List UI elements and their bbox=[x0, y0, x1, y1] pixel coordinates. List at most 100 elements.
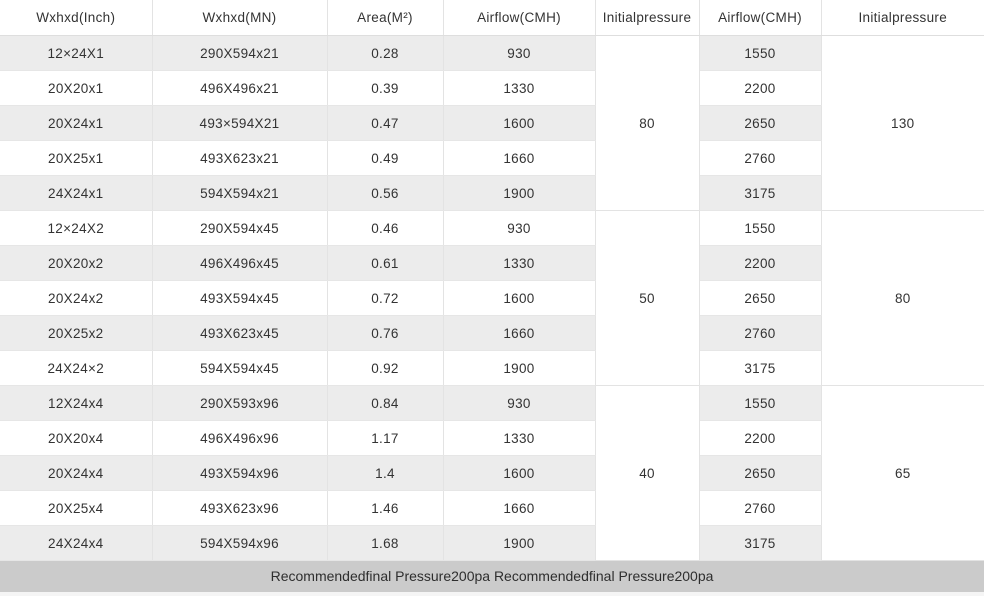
col-header-size-inch: Wxhxd(Inch) bbox=[0, 0, 153, 36]
cell-size-inch: 20X20x2 bbox=[0, 245, 153, 281]
cell-airflow-2: 3175 bbox=[699, 175, 822, 211]
cell-initial-pressure-2: 80 bbox=[821, 210, 984, 386]
table-row: 20X20x2 496X496x45 0.61 1330 2200 bbox=[0, 245, 984, 281]
cell-area: 0.47 bbox=[327, 105, 444, 141]
col-header-airflow-1: Airflow(CMH) bbox=[443, 0, 596, 36]
cell-area: 0.39 bbox=[327, 70, 444, 106]
cell-initial-pressure-1: 80 bbox=[595, 35, 700, 211]
cell-size-inch: 12X24x4 bbox=[0, 385, 153, 421]
cell-airflow-2: 2760 bbox=[699, 315, 822, 351]
cell-area: 1.17 bbox=[327, 420, 444, 456]
table-header: Wxhxd(Inch) Wxhxd(MN) Area(M²) Airflow(C… bbox=[0, 0, 984, 36]
cell-area: 0.76 bbox=[327, 315, 444, 351]
cell-size-mm: 496X496x96 bbox=[152, 420, 328, 456]
table-row: 12×24X1 290X594x21 0.28 930 80 1550 130 bbox=[0, 35, 984, 211]
cell-airflow-1: 1660 bbox=[443, 490, 596, 526]
cell-airflow-2: 1550 bbox=[699, 35, 822, 71]
cell-airflow-1: 1660 bbox=[443, 140, 596, 176]
table-footer-note: Recommendedfinal Pressure200pa Recommend… bbox=[0, 561, 984, 592]
cell-size-inch: 20X24x2 bbox=[0, 280, 153, 316]
cell-area: 1.68 bbox=[327, 525, 444, 561]
col-header-area: Area(M²) bbox=[327, 0, 444, 36]
cell-airflow-2: 2200 bbox=[699, 70, 822, 106]
bottom-strip bbox=[0, 592, 984, 596]
cell-airflow-1: 1600 bbox=[443, 105, 596, 141]
cell-area: 0.92 bbox=[327, 350, 444, 386]
cell-airflow-2: 2650 bbox=[699, 455, 822, 491]
col-header-size-mm: Wxhxd(MN) bbox=[152, 0, 328, 36]
cell-size-mm: 594X594x96 bbox=[152, 525, 328, 561]
col-header-airflow-2: Airflow(CMH) bbox=[699, 0, 822, 36]
table-row: 24X24x4 594X594x96 1.68 1900 3175 bbox=[0, 525, 984, 561]
cell-size-inch: 12×24X1 bbox=[0, 35, 153, 71]
table-row: 20X24x2 493X594x45 0.72 1600 2650 bbox=[0, 280, 984, 316]
col-header-initial-pressure-2: Initialpressure bbox=[821, 0, 984, 36]
table-row: 20X24x1 493×594X21 0.47 1600 2650 bbox=[0, 105, 984, 141]
table-row: 20X20x1 496X496x21 0.39 1330 2200 bbox=[0, 70, 984, 106]
cell-size-inch: 20X24x1 bbox=[0, 105, 153, 141]
cell-size-mm: 496X496x45 bbox=[152, 245, 328, 281]
cell-size-mm: 290X594x45 bbox=[152, 210, 328, 246]
cell-size-mm: 290X594x21 bbox=[152, 35, 328, 71]
cell-size-inch: 24X24×2 bbox=[0, 350, 153, 386]
cell-area: 0.84 bbox=[327, 385, 444, 421]
table-row: 20X25x1 493X623x21 0.49 1660 2760 bbox=[0, 140, 984, 176]
table-row: 12X24x4 290X593x96 0.84 930 40 1550 65 bbox=[0, 385, 984, 561]
cell-airflow-1: 1900 bbox=[443, 525, 596, 561]
cell-size-inch: 24X24x4 bbox=[0, 525, 153, 561]
cell-size-mm: 493×594X21 bbox=[152, 105, 328, 141]
cell-airflow-1: 1900 bbox=[443, 350, 596, 386]
cell-airflow-1: 930 bbox=[443, 35, 596, 71]
cell-area: 1.4 bbox=[327, 455, 444, 491]
cell-airflow-1: 1660 bbox=[443, 315, 596, 351]
cell-airflow-1: 930 bbox=[443, 385, 596, 421]
cell-size-inch: 20X20x4 bbox=[0, 420, 153, 456]
table-row: 20X25x4 493X623x96 1.46 1660 2760 bbox=[0, 490, 984, 526]
header-row: Wxhxd(Inch) Wxhxd(MN) Area(M²) Airflow(C… bbox=[0, 0, 984, 36]
cell-size-mm: 493X623x21 bbox=[152, 140, 328, 176]
cell-size-mm: 493X594x96 bbox=[152, 455, 328, 491]
table-row: 24X24×2 594X594x45 0.92 1900 3175 bbox=[0, 350, 984, 386]
cell-area: 1.46 bbox=[327, 490, 444, 526]
cell-airflow-1: 1600 bbox=[443, 455, 596, 491]
cell-airflow-1: 1330 bbox=[443, 245, 596, 281]
cell-airflow-1: 1330 bbox=[443, 420, 596, 456]
cell-airflow-1: 930 bbox=[443, 210, 596, 246]
cell-size-mm: 594X594x21 bbox=[152, 175, 328, 211]
cell-airflow-2: 2650 bbox=[699, 280, 822, 316]
cell-size-inch: 20X20x1 bbox=[0, 70, 153, 106]
table-row: 20X24x4 493X594x96 1.4 1600 2650 bbox=[0, 455, 984, 491]
cell-airflow-1: 1600 bbox=[443, 280, 596, 316]
cell-initial-pressure-1: 40 bbox=[595, 385, 700, 561]
cell-size-inch: 20X25x4 bbox=[0, 490, 153, 526]
cell-airflow-2: 2200 bbox=[699, 420, 822, 456]
cell-initial-pressure-2: 65 bbox=[821, 385, 984, 561]
cell-airflow-2: 1550 bbox=[699, 385, 822, 421]
cell-size-mm: 594X594x45 bbox=[152, 350, 328, 386]
cell-airflow-2: 3175 bbox=[699, 525, 822, 561]
table-row: 12×24X2 290X594x45 0.46 930 50 1550 80 bbox=[0, 210, 984, 386]
cell-airflow-2: 2760 bbox=[699, 140, 822, 176]
cell-size-mm: 493X594x45 bbox=[152, 280, 328, 316]
cell-airflow-2: 2760 bbox=[699, 490, 822, 526]
table-row: 24X24x1 594X594x21 0.56 1900 3175 bbox=[0, 175, 984, 211]
table-row: 20X20x4 496X496x96 1.17 1330 2200 bbox=[0, 420, 984, 456]
cell-area: 0.49 bbox=[327, 140, 444, 176]
cell-size-inch: 12×24X2 bbox=[0, 210, 153, 246]
cell-airflow-2: 2650 bbox=[699, 105, 822, 141]
filter-spec-table: Wxhxd(Inch) Wxhxd(MN) Area(M²) Airflow(C… bbox=[0, 0, 984, 561]
cell-area: 0.56 bbox=[327, 175, 444, 211]
cell-airflow-2: 3175 bbox=[699, 350, 822, 386]
cell-area: 0.46 bbox=[327, 210, 444, 246]
cell-size-mm: 290X593x96 bbox=[152, 385, 328, 421]
cell-size-mm: 496X496x21 bbox=[152, 70, 328, 106]
cell-size-inch: 20X25x2 bbox=[0, 315, 153, 351]
cell-airflow-2: 1550 bbox=[699, 210, 822, 246]
cell-area: 0.61 bbox=[327, 245, 444, 281]
cell-initial-pressure-1: 50 bbox=[595, 210, 700, 386]
cell-size-inch: 24X24x1 bbox=[0, 175, 153, 211]
col-header-initial-pressure-1: Initialpressure bbox=[595, 0, 700, 36]
cell-airflow-1: 1900 bbox=[443, 175, 596, 211]
cell-initial-pressure-2: 130 bbox=[821, 35, 984, 211]
cell-airflow-2: 2200 bbox=[699, 245, 822, 281]
